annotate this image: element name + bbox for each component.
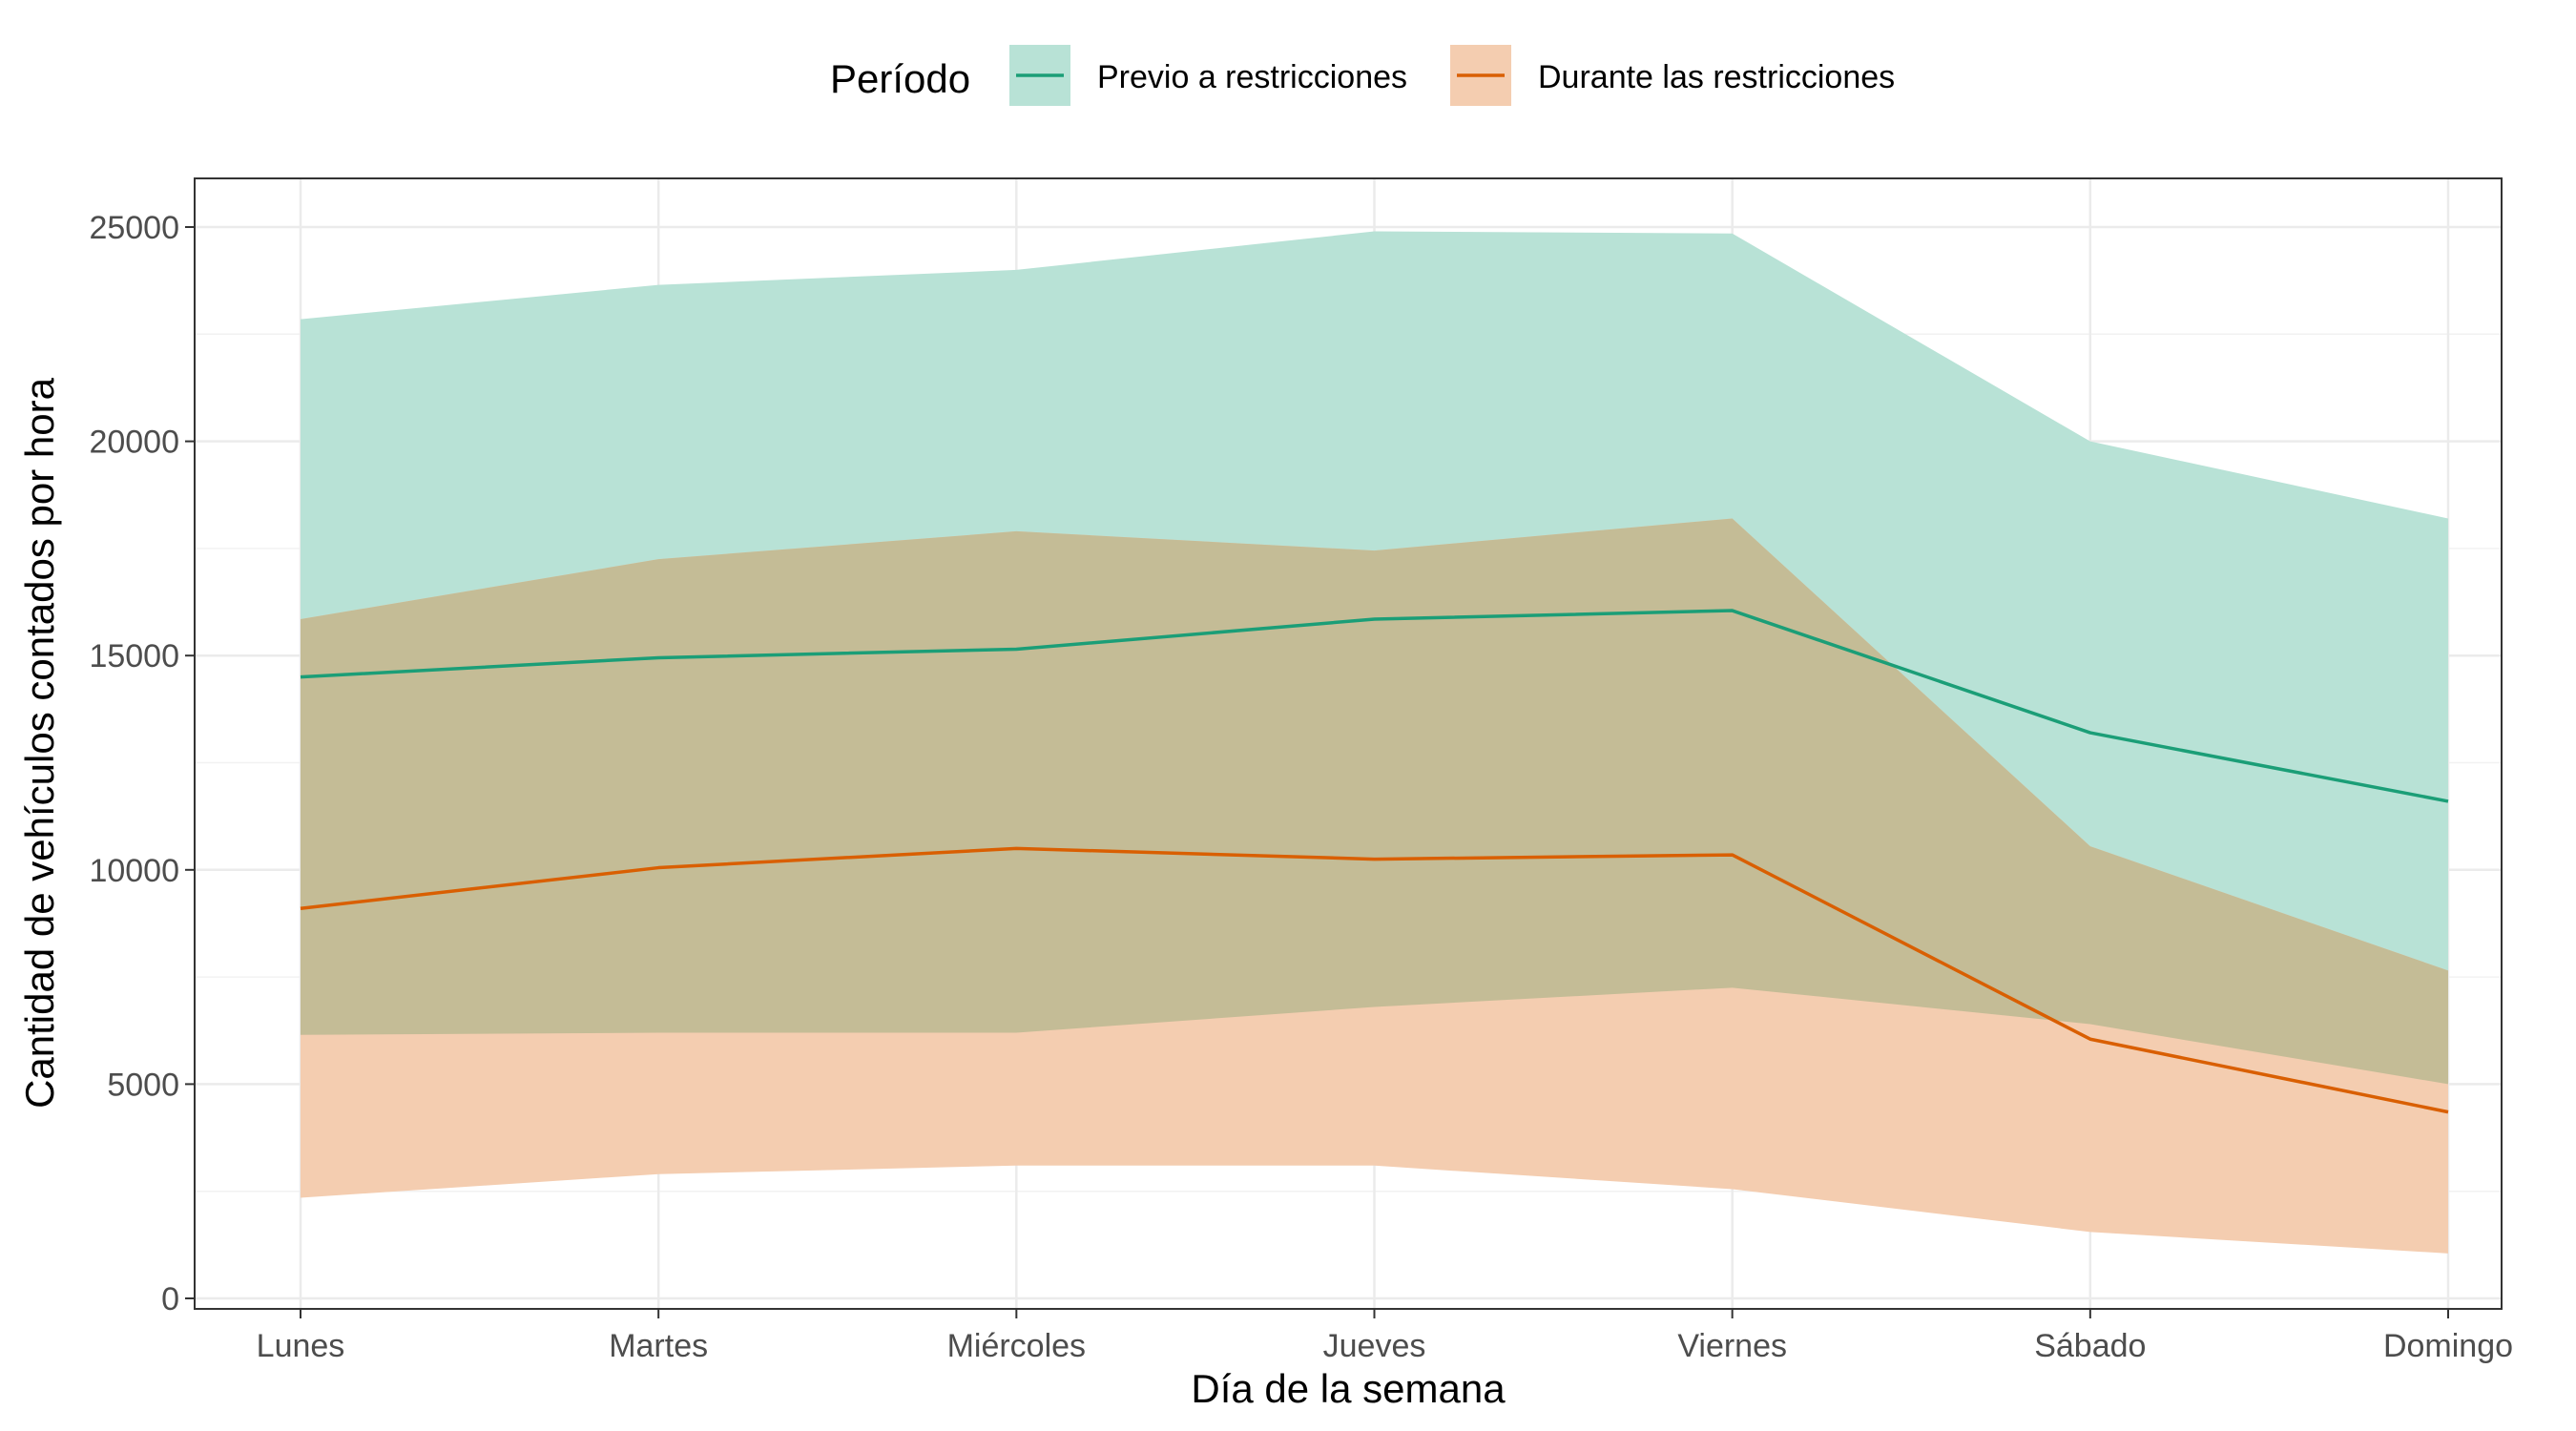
x-tick-label: Lunes (257, 1328, 345, 1364)
x-tick-label: Martes (609, 1328, 708, 1364)
legend-item: Durante las restricciones (1450, 45, 1895, 106)
y-tick-label: 25000 (89, 210, 179, 246)
ribbon-overlap (301, 518, 2448, 1085)
x-axis: Lunes Martes Miércoles Jueves Viernes Sábado D… (257, 1309, 2513, 1364)
overlap-region (301, 518, 2448, 1085)
y-tick-label: 20000 (89, 425, 179, 461)
legend-label: Durante las restricciones (1538, 59, 1895, 95)
x-axis-title: Día de la semana (1191, 1366, 1506, 1411)
x-tick-label: Sábado (2034, 1328, 2146, 1364)
x-tick-label: Viernes (1677, 1328, 1787, 1364)
legend-item: Previo a restricciones (1009, 45, 1407, 106)
x-tick-label: Jueves (1323, 1328, 1426, 1364)
series-lines (300, 609, 2449, 1114)
legend-items: Previo a restricciones Durante las restri… (1009, 45, 1895, 106)
y-axis-title: Cantidad de vehículos contados por hora (17, 377, 62, 1108)
legend-title: Período (830, 56, 970, 101)
line-previo-a-restricciones (300, 609, 2449, 803)
y-tick-label: 15000 (89, 638, 179, 674)
x-tick-label: Miércoles (947, 1328, 1086, 1364)
legend: Período Previo a restricciones Durante la… (830, 45, 1895, 106)
plot-area (194, 177, 2503, 1310)
y-axis: 0 5000 10000 15000 20000 25000 (89, 210, 195, 1317)
y-tick-label: 5000 (107, 1067, 179, 1103)
panel-border (194, 177, 2503, 1310)
y-tick-label: 10000 (89, 853, 179, 889)
line-durante-las-restricciones (300, 846, 2449, 1114)
y-tick-label: 0 (161, 1281, 179, 1317)
legend-label: Previo a restricciones (1097, 59, 1407, 95)
x-tick-label: Domingo (2383, 1328, 2513, 1364)
